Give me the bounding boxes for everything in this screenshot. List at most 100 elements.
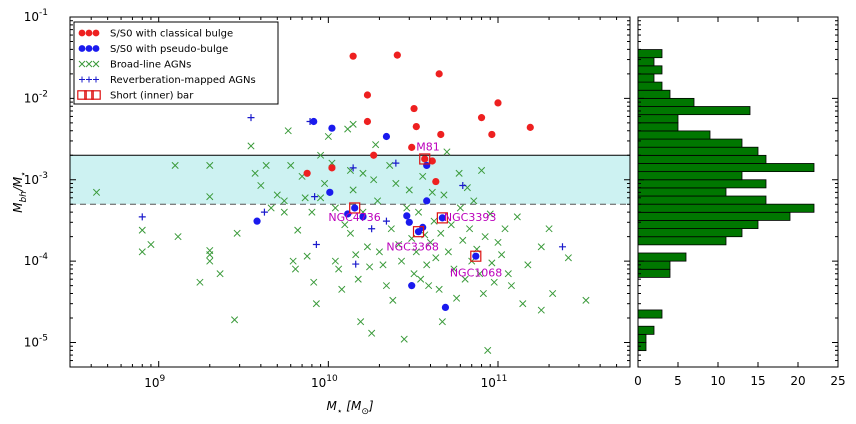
legend-marker bbox=[85, 29, 93, 37]
hist-x-tick-label: 25 bbox=[830, 374, 845, 388]
point-broad-line-agns bbox=[257, 181, 265, 190]
point-reverberation-mapped-agns bbox=[247, 114, 255, 122]
point-broad-line-agns bbox=[206, 161, 214, 169]
point-reverberation-mapped-agns bbox=[311, 193, 319, 201]
point-broad-line-agns bbox=[498, 251, 506, 259]
point-broad-line-agns bbox=[414, 208, 423, 216]
point-broad-line-agns bbox=[294, 226, 302, 234]
point-broad-line-agns bbox=[231, 316, 239, 324]
point-broad-line-agns bbox=[331, 257, 339, 265]
legend-entry: Reverberation-mapped AGNs bbox=[79, 75, 256, 86]
point-broad-line-agns bbox=[331, 204, 339, 212]
point-broad-line-agns bbox=[389, 296, 397, 304]
point-s-s0-with-classical-bulge bbox=[410, 104, 418, 113]
histogram-bar bbox=[637, 260, 671, 270]
legend-entry: Short (inner) bar bbox=[77, 90, 194, 102]
point-broad-line-agns bbox=[425, 282, 433, 290]
point-reverberation-mapped-agns bbox=[138, 213, 146, 221]
point-s-s0-with-classical-bulge bbox=[370, 151, 378, 159]
histogram-bar bbox=[637, 309, 663, 319]
point-reverberation-mapped-agns bbox=[368, 225, 376, 233]
x-label-text: M⋆ [M⊙] bbox=[326, 399, 373, 417]
point-broad-line-agns bbox=[317, 194, 325, 202]
point-s-s0-with-pseudo-bulge bbox=[351, 204, 359, 212]
point-broad-line-agns bbox=[387, 225, 395, 233]
legend-label: Reverberation-mapped AGNs bbox=[110, 75, 256, 86]
histogram-bar bbox=[637, 195, 767, 205]
point-broad-line-agns bbox=[486, 210, 494, 218]
point-broad-line-agns bbox=[412, 248, 420, 256]
point-broad-line-agns bbox=[349, 186, 357, 194]
point-reverberation-mapped-agns bbox=[459, 181, 467, 189]
histogram-bar bbox=[637, 333, 647, 343]
point-broad-line-agns bbox=[171, 161, 179, 169]
point-broad-line-agns bbox=[488, 259, 496, 267]
point-broad-line-agns bbox=[262, 161, 270, 169]
point-broad-line-agns bbox=[303, 252, 311, 260]
hist-x-tick-label: 15 bbox=[750, 374, 765, 388]
point-broad-line-agns bbox=[375, 248, 383, 256]
histogram-bar bbox=[637, 187, 727, 197]
point-broad-line-agns bbox=[524, 261, 532, 269]
histogram-bar bbox=[637, 122, 679, 132]
point-broad-line-agns bbox=[370, 176, 378, 184]
point-reverberation-mapped-agns bbox=[349, 164, 357, 172]
legend-marker bbox=[78, 60, 86, 68]
histogram-bars bbox=[637, 49, 815, 352]
point-broad-line-agns bbox=[372, 141, 380, 149]
histogram-bar bbox=[637, 203, 815, 213]
legend-marker bbox=[85, 45, 93, 52]
point-broad-line-agns bbox=[280, 208, 288, 216]
point-s-s0-with-classical-bulge bbox=[488, 130, 496, 139]
legend-box bbox=[73, 21, 279, 105]
point-s-s0-with-classical-bulge bbox=[349, 52, 357, 60]
y-tick-label: 10-3 bbox=[24, 171, 48, 187]
point-s-s0-with-classical-bulge bbox=[494, 99, 502, 107]
histogram-bar bbox=[637, 268, 671, 278]
x-tick-label: 1011 bbox=[481, 374, 508, 390]
point-broad-line-agns bbox=[484, 346, 492, 354]
legend-marker bbox=[77, 90, 87, 100]
point-broad-line-agns bbox=[405, 186, 413, 194]
histogram-frame bbox=[637, 16, 839, 368]
legend-marker bbox=[78, 29, 86, 37]
point-s-s0-with-classical-bulge bbox=[432, 177, 440, 186]
point-broad-line-agns bbox=[477, 166, 486, 175]
histogram-bar bbox=[637, 81, 663, 91]
point-s-s0-with-classical-bulge bbox=[428, 157, 436, 165]
point-s-s0-with-pseudo-bulge bbox=[359, 213, 367, 221]
legend-label: Short (inner) bar bbox=[110, 91, 194, 102]
point-broad-line-agns bbox=[335, 265, 343, 273]
point-s-s0-with-pseudo-bulge bbox=[441, 303, 450, 312]
point-broad-line-agns bbox=[395, 240, 403, 249]
point-short-inner-bar bbox=[349, 202, 361, 214]
point-broad-line-agns bbox=[537, 243, 545, 251]
point-broad-line-agns bbox=[545, 225, 553, 233]
point-broad-line-agns bbox=[346, 229, 355, 237]
histogram-bar bbox=[637, 228, 743, 238]
point-broad-line-agns bbox=[206, 193, 214, 201]
x-tick-label: 109 bbox=[144, 374, 165, 390]
point-broad-line-agns bbox=[466, 225, 474, 233]
hist-x-tick-label: 5 bbox=[674, 374, 682, 388]
point-broad-line-agns bbox=[476, 270, 484, 278]
legend-marker bbox=[91, 90, 101, 100]
histogram-bar bbox=[637, 163, 815, 173]
x-axis-label: M⋆ [M⊙] bbox=[326, 399, 373, 417]
point-broad-line-agns bbox=[582, 296, 590, 304]
point-broad-line-agns bbox=[363, 243, 371, 251]
point-broad-line-agns bbox=[338, 285, 346, 293]
point-s-s0-with-classical-bulge bbox=[363, 117, 372, 126]
point-broad-line-agns bbox=[392, 179, 400, 188]
point-s-s0-with-classical-bulge bbox=[412, 122, 420, 131]
point-broad-line-agns bbox=[366, 263, 374, 271]
point-broad-line-agns bbox=[501, 225, 509, 233]
point-s-s0-with-classical-bulge bbox=[437, 130, 445, 139]
y-label-text: Mbh/M⋆ bbox=[11, 171, 29, 213]
scatter-frame bbox=[69, 16, 631, 368]
annotation-ngc3393: NGC3393 bbox=[444, 211, 496, 224]
histogram-bar bbox=[637, 57, 655, 67]
hist-x-tick-label: 0 bbox=[634, 374, 642, 388]
annotation-ngc3368: NGC3368 bbox=[386, 241, 438, 254]
